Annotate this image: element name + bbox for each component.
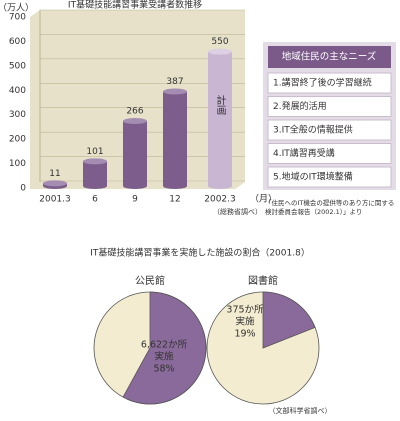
pie-slice <box>262 291 316 349</box>
slice-label: 実施 <box>154 351 174 363</box>
value-label: 387 <box>166 77 183 87</box>
slice-label: 375か所 <box>226 305 264 316</box>
y-tick-label: 300 <box>9 110 26 120</box>
needs-item: 5.地域のIT環境整備 <box>273 171 353 183</box>
source: （総務省調べ） <box>213 207 262 216</box>
needs-item: 1.講習終了後の学習継続 <box>273 77 372 89</box>
y-tick-label: 0 <box>20 184 26 194</box>
needs-item-box <box>267 96 392 117</box>
bar-top <box>43 180 67 187</box>
x-tick-label: 2002.3 <box>204 195 236 205</box>
bar-top <box>208 48 232 55</box>
needs-item-box <box>267 72 392 94</box>
needs-note: 「住民へのIT機会の提供等のあり方に関する <box>265 198 394 207</box>
plot-background <box>30 10 245 189</box>
value-label: 58% <box>153 364 174 375</box>
x-tick-label: 6 <box>92 195 98 205</box>
slice-label: 6,622か所 <box>141 340 188 351</box>
x-unit: （月） <box>250 194 277 205</box>
y-tick-label: 100 <box>9 159 26 169</box>
value-label: 101 <box>86 147 103 157</box>
value-label: 19% <box>234 329 255 340</box>
slice-label: 実施 <box>235 316 255 328</box>
x-tick-label: 2001.3 <box>39 195 71 205</box>
needs-item-box <box>267 166 392 188</box>
x-tick-label: 12 <box>169 195 180 205</box>
bar-top <box>163 88 187 95</box>
chart-title: IT基礎技能講習事業受講者数推移 <box>68 0 202 11</box>
value-label: 550 <box>211 37 228 47</box>
bar-top <box>123 118 147 125</box>
y-tick-label: 600 <box>9 37 26 47</box>
needs-item-box <box>267 119 392 141</box>
y-tick-label: 200 <box>9 135 26 145</box>
bar <box>123 121 147 186</box>
y-tick-label: 500 <box>9 61 26 71</box>
bar <box>83 161 107 186</box>
value-label: 266 <box>126 107 143 117</box>
bar-top <box>83 158 107 165</box>
y-axis-label: （万人） <box>0 3 34 14</box>
pie-slice <box>122 291 207 405</box>
value-label: 11 <box>49 169 60 179</box>
source: （文部科学省調べ） <box>269 406 332 415</box>
needs-note: 検討委員会報告（2002.1）」より <box>265 207 362 216</box>
x-tick-label: 9 <box>132 195 138 205</box>
needs-item: 4.IT講習再受講 <box>273 147 335 159</box>
needs-header <box>268 46 391 68</box>
section-title: IT基礎技能講習事業を実施した施設の割合（2001.8） <box>90 247 310 259</box>
needs-title: 地域住民の主なニーズ <box>282 51 377 63</box>
needs-item: 2.発展的活用 <box>273 100 327 112</box>
needs-item-box <box>267 143 392 164</box>
pie-title: 公民館 <box>135 274 165 287</box>
y-tick-label: 700 <box>9 13 26 23</box>
y-tick-label: 400 <box>9 86 26 96</box>
needs-item: 3.IT全般の情報提供 <box>273 124 353 136</box>
needs-list: 1.講習終了後の学習継続 2.発展的活用 3.IT全般の情報提供 4.IT講習再受講 5… <box>267 72 392 188</box>
annotation: 計画 <box>214 94 226 116</box>
bar <box>208 51 232 187</box>
pie-title: 図書館 <box>248 274 278 287</box>
bar <box>163 91 187 186</box>
